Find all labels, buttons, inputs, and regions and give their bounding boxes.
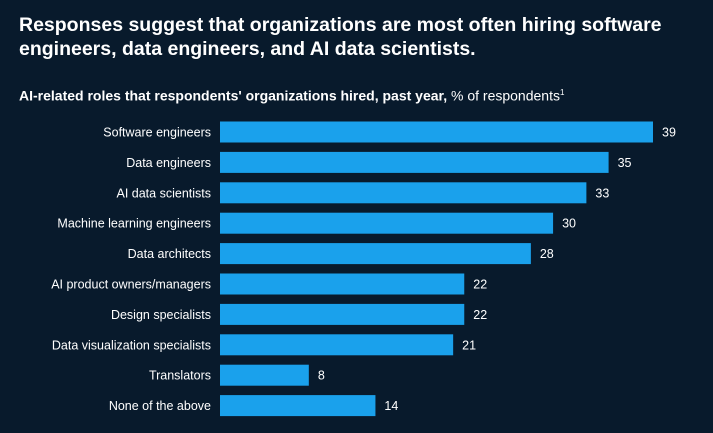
value-label: 8	[318, 369, 325, 383]
value-label: 14	[384, 399, 398, 413]
category-label: Data visualization specialists	[52, 338, 211, 352]
bar	[220, 364, 309, 386]
chart-title: AI-related roles that respondents' organ…	[19, 87, 448, 104]
bar	[220, 121, 653, 143]
value-label: 39	[662, 126, 676, 140]
chart-unit: % of respondents	[451, 87, 560, 104]
bar	[220, 182, 587, 204]
value-label: 21	[462, 338, 476, 352]
category-label: Design specialists	[111, 308, 211, 322]
bar	[220, 303, 465, 325]
category-label: None of the above	[109, 399, 211, 413]
category-label: Translators	[149, 369, 211, 383]
bar	[220, 395, 376, 417]
value-label: 30	[562, 217, 576, 231]
value-label: 35	[618, 156, 632, 170]
headline: Responses suggest that organizations are…	[19, 14, 662, 60]
value-label: 28	[540, 247, 554, 261]
bar	[220, 273, 465, 295]
category-label: Software engineers	[103, 126, 211, 140]
category-label: AI data scientists	[117, 186, 212, 200]
bar	[220, 334, 454, 356]
category-label: Data engineers	[126, 156, 211, 170]
bar	[220, 212, 554, 234]
category-label: AI product owners/managers	[51, 278, 211, 292]
value-label: 22	[473, 278, 487, 292]
chart-subtitle: AI-related roles that respondents' organ…	[19, 84, 564, 105]
value-label: 22	[473, 308, 487, 322]
value-label: 33	[595, 186, 609, 200]
category-label: Data architects	[128, 247, 211, 261]
footnote-marker: 1	[559, 88, 565, 97]
bar	[220, 243, 531, 265]
bar	[220, 151, 609, 173]
category-label: Machine learning engineers	[57, 217, 211, 231]
